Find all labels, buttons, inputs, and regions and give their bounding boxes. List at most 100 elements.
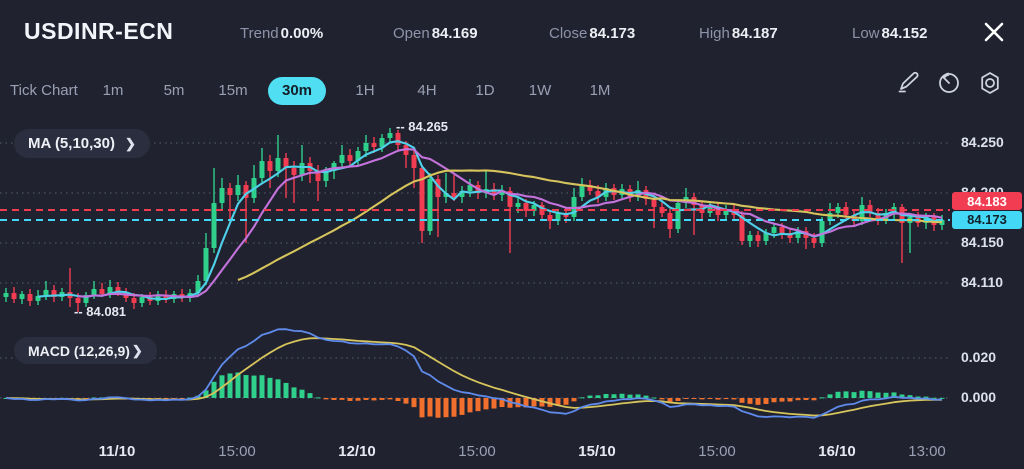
- macd-histogram-bar: [827, 394, 833, 398]
- macd-histogram-bar: [899, 394, 905, 398]
- candle-body: [755, 235, 761, 241]
- macd-histogram-bar: [651, 397, 657, 399]
- macd-histogram-bar: [347, 398, 353, 401]
- price-axis-label: 84.110: [961, 274, 1004, 290]
- time-axis-label: 15:00: [218, 443, 256, 460]
- candle-body: [467, 185, 473, 191]
- macd-histogram-bar: [283, 382, 289, 398]
- macd-line: [5, 328, 942, 419]
- ask-price-badge: 84.183: [952, 192, 1022, 210]
- stat-value: 84.173: [589, 25, 636, 42]
- candle-body: [747, 235, 753, 241]
- close-button[interactable]: [978, 16, 1010, 48]
- macd-histogram-bar: [707, 398, 713, 399]
- macd-histogram-bar: [747, 398, 753, 404]
- macd-histogram-bar: [539, 398, 545, 407]
- timeframe-1h[interactable]: 1H: [355, 82, 375, 99]
- macd-histogram-bar: [779, 398, 785, 402]
- macd-histogram-bar: [251, 375, 257, 398]
- draw-tool-button[interactable]: [892, 68, 924, 98]
- timeframe-1m[interactable]: 1M: [589, 82, 611, 99]
- macd-histogram-bar: [267, 377, 273, 398]
- macd-histogram-bar: [451, 398, 457, 417]
- stat-close: Close 84.173: [549, 25, 635, 42]
- time-axis-label: 16/10: [818, 443, 856, 460]
- high-annotation: -- 84.265: [396, 119, 449, 134]
- macd-histogram-bar: [403, 398, 409, 404]
- macd-histogram-bar: [315, 397, 321, 399]
- chevron-right-icon: ❯: [131, 342, 143, 358]
- settings-gear-icon: [981, 72, 999, 94]
- macd-histogram-bar: [763, 398, 769, 404]
- ma-indicator-label: MA (5,10,30): [28, 135, 115, 152]
- macd-histogram-bar: [435, 398, 441, 418]
- candle-body: [347, 155, 353, 161]
- candle-body: [323, 171, 329, 181]
- macd-histogram-bar: [179, 398, 185, 399]
- stat-label: Low: [852, 25, 880, 42]
- settings-button[interactable]: [974, 68, 1006, 98]
- candle-body: [75, 298, 81, 303]
- macd-histogram-bar: [643, 395, 649, 398]
- timeframe-5m[interactable]: 5m: [163, 82, 185, 99]
- candle-body: [99, 289, 105, 294]
- candle-body: [419, 168, 425, 231]
- stat-value: 84.169: [431, 25, 478, 42]
- timeframe-4h[interactable]: 4H: [417, 82, 437, 99]
- candle-body: [395, 133, 401, 145]
- macd-histogram-bar: [339, 398, 345, 400]
- macd-histogram-bar: [235, 372, 241, 398]
- macd-histogram-bar: [363, 398, 369, 400]
- macd-histogram-bar: [515, 398, 521, 408]
- candle-body: [91, 289, 97, 295]
- candle-body: [835, 207, 841, 213]
- candle-body: [203, 248, 209, 281]
- macd-indicator-pill[interactable]: MACD (12,26,9) ❯: [14, 337, 157, 364]
- ma-indicator-pill[interactable]: MA (5,10,30) ❯: [14, 129, 150, 158]
- macd-histogram-bar: [691, 398, 697, 399]
- macd-indicator-label: MACD (12,26,9): [28, 342, 130, 359]
- macd-histogram-bar: [683, 398, 689, 399]
- candle-body: [363, 143, 369, 151]
- stat-label: Trend: [240, 25, 279, 42]
- stat-high: High 84.187: [699, 25, 778, 42]
- macd-histogram-bar: [323, 398, 329, 400]
- candle-body: [19, 294, 25, 299]
- timeframe-1w[interactable]: 1W: [528, 82, 552, 99]
- stat-value: 84.187: [731, 25, 778, 42]
- candle-body: [27, 294, 33, 301]
- candle-body: [299, 163, 305, 175]
- macd-histogram-bar: [571, 398, 577, 402]
- candle-body: [739, 215, 745, 241]
- timeframe-1m[interactable]: 1m: [102, 82, 124, 99]
- timer-icon: [939, 72, 959, 93]
- stat-trend: Trend 0.00%: [240, 25, 323, 42]
- macd-histogram-bar: [243, 375, 249, 398]
- macd-histogram-bar: [867, 391, 873, 398]
- macd-histogram-bar: [579, 397, 585, 399]
- macd-histogram-bar: [915, 396, 921, 398]
- timeframe-15m[interactable]: 15m: [218, 82, 248, 99]
- timeframe-30m[interactable]: 30m: [267, 77, 327, 105]
- time-axis-label: 11/10: [98, 443, 136, 460]
- macd-histogram-bar: [923, 396, 929, 398]
- macd-histogram-bar: [739, 398, 745, 403]
- candle-body: [427, 179, 433, 231]
- stat-label: Close: [549, 25, 588, 42]
- macd-histogram-bar: [163, 398, 169, 399]
- timeframe-tick-chart[interactable]: Tick Chart: [10, 82, 78, 99]
- stat-label: High: [699, 25, 730, 42]
- price-axis-label: 84.250: [961, 134, 1004, 150]
- candle-body: [771, 227, 777, 233]
- candle-body: [667, 213, 673, 229]
- macd-histogram-bar: [459, 398, 465, 415]
- macd-histogram-bar: [595, 395, 601, 398]
- candle-body: [3, 293, 9, 297]
- timer-button[interactable]: [933, 68, 965, 98]
- last-price-badge: 84.173: [952, 210, 1022, 229]
- ma10-line: [77, 148, 943, 299]
- macd-histogram-bar: [611, 394, 617, 398]
- timeframe-1d[interactable]: 1D: [475, 82, 495, 99]
